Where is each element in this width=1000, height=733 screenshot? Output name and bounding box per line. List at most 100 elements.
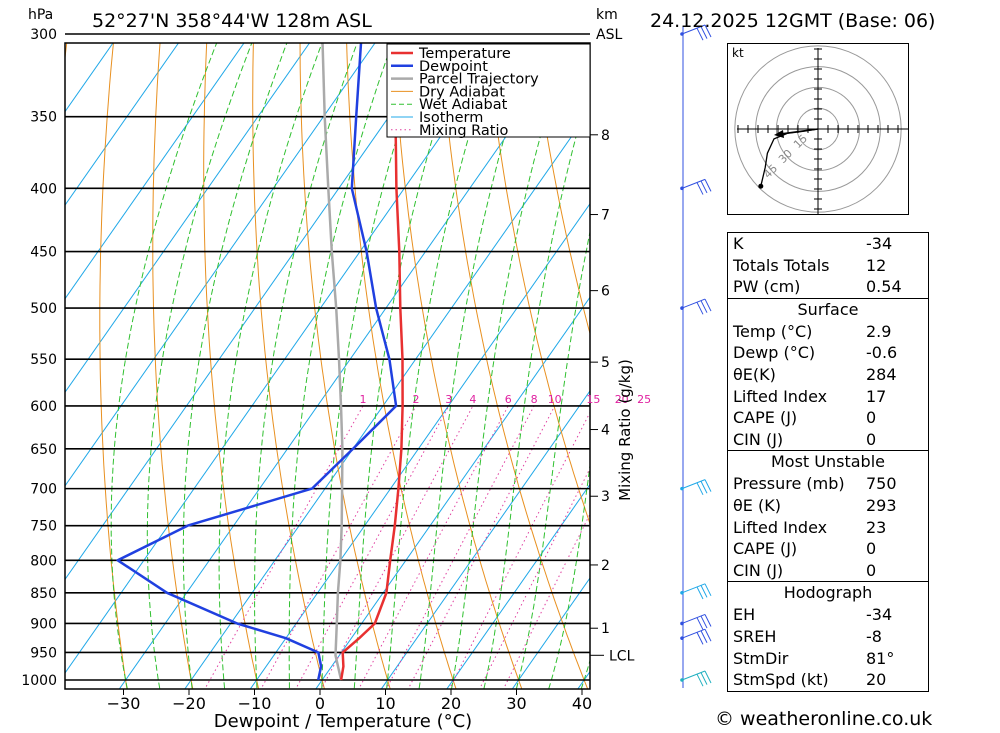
legend-label: Dewpoint xyxy=(419,59,488,75)
x-tick-label: 40 xyxy=(572,694,592,713)
index-row: CIN (J) 0 xyxy=(728,429,928,451)
index-value: 0 xyxy=(866,408,877,428)
dry-adiabat-line xyxy=(439,43,589,689)
legend-label: Mixing Ratio xyxy=(419,123,509,139)
mixing-ratio-axis-title: Mixing Ratio (g/kg) xyxy=(616,359,634,501)
isotherm-line xyxy=(65,43,245,300)
index-row: K -34 xyxy=(728,233,928,255)
wet-adiabat-line xyxy=(418,43,534,689)
hpa-label: hPa xyxy=(28,7,53,23)
index-value: 284 xyxy=(866,364,897,384)
mixing-ratio-label: 15 xyxy=(586,393,600,406)
index-name: Temp (°C) xyxy=(733,321,813,341)
wet-adiabat-line xyxy=(386,43,499,689)
dry-adiabat-line xyxy=(203,43,260,689)
wet-adiabat-line xyxy=(548,461,590,689)
index-row: θE (K) 293 xyxy=(728,495,928,517)
mixing-ratio-line xyxy=(502,512,590,689)
index-name: CAPE (J) xyxy=(733,408,798,428)
wet-adiabat-line xyxy=(253,43,358,689)
index-row: Totals Totals 12 xyxy=(728,255,928,277)
index-name: CIN (J) xyxy=(733,560,784,580)
legend-label: Dry Adiabat xyxy=(419,84,505,100)
hodograph-unit-label: kt xyxy=(732,46,744,60)
index-value: -34 xyxy=(866,605,893,625)
x-tick-label: 20 xyxy=(441,694,461,713)
wind-barb xyxy=(680,628,712,645)
wet-adiabat-line xyxy=(218,43,323,689)
dry-adiabat-line xyxy=(486,43,590,526)
isotherm-line xyxy=(65,43,180,207)
x-tick-label: −20 xyxy=(172,694,206,713)
x-tick-label: 30 xyxy=(506,694,526,713)
wind-barb xyxy=(680,614,712,630)
index-row: Temp (°C) 2.9 xyxy=(728,321,928,343)
x-tick-label: 10 xyxy=(375,694,395,713)
top-indices: K -34 Totals Totals 12 PW (cm) 0.54 xyxy=(728,233,928,298)
pressure-gridlines xyxy=(65,33,590,681)
lcl-label: LCL xyxy=(609,648,635,664)
x-tick-label: −30 xyxy=(107,694,141,713)
most-unstable-header: Most Unstable xyxy=(728,450,928,473)
index-name: EH xyxy=(733,605,756,625)
hodograph-header: Hodograph xyxy=(728,581,928,604)
index-row: Pressure (mb) 750 xyxy=(728,473,928,495)
most-unstable-indices: Pressure (mb) 750 θE (K) 293 Lifted Index 23 C… xyxy=(728,473,928,581)
surface-header: Surface xyxy=(728,297,928,321)
pressure-tick-label: 550 xyxy=(30,352,57,368)
location-title: 52°27'N 358°44'W 128m ASL xyxy=(92,10,372,32)
index-value: 12 xyxy=(866,255,887,275)
pressure-tick-label: 850 xyxy=(30,586,57,602)
index-row: Dewp (°C) -0.6 xyxy=(728,342,928,364)
wet-adiabat-line xyxy=(288,43,393,689)
wet-adiabat-line xyxy=(146,43,253,689)
isotherm-line xyxy=(511,577,590,689)
mixing-ratio-label: 20 xyxy=(615,393,629,406)
dry-adiabat-line xyxy=(299,43,391,689)
pressure-tick-label: 700 xyxy=(30,482,57,498)
profiles xyxy=(116,43,404,681)
pressure-tick-label: 600 xyxy=(30,399,57,415)
wet-adiabat-line xyxy=(182,43,288,689)
pressure-tick-label: 300 xyxy=(30,27,57,43)
pressure-tick-label: 800 xyxy=(30,553,57,569)
isotherm-line xyxy=(65,43,376,487)
index-row: StmDir 81° xyxy=(728,648,928,670)
index-value: -34 xyxy=(866,234,893,253)
legend-label: Parcel Trajectory xyxy=(419,72,539,88)
index-name: Lifted Index xyxy=(733,386,828,406)
km-tick-label: 2 xyxy=(601,558,610,574)
index-name: θE (K) xyxy=(733,495,781,515)
mixing-ratio-label: 8 xyxy=(531,393,538,406)
index-row: CIN (J) 0 xyxy=(728,560,928,582)
index-value: 293 xyxy=(866,495,897,515)
dry-adiabat-line xyxy=(252,43,325,689)
hodograph-indices: EH -34 SREH -8 StmDir 81° StmSpd (kt) 20 xyxy=(728,604,928,690)
mixing-ratio-label: 2 xyxy=(413,393,420,406)
pressure-tick-label: 1000 xyxy=(21,673,57,689)
index-name: CAPE (J) xyxy=(733,539,798,559)
pressure-tick-label: 750 xyxy=(30,519,57,535)
pressure-tick-label: 950 xyxy=(30,645,57,661)
parcel-trajectory-line xyxy=(321,43,344,681)
dry-adiabat-line xyxy=(99,43,128,689)
index-name: SREH xyxy=(733,626,777,646)
index-row: SREH -8 xyxy=(728,626,928,648)
km-tick-label: 7 xyxy=(601,208,610,224)
wet-adiabat-line xyxy=(515,229,590,689)
mixing-ratio-line xyxy=(295,405,450,689)
mixing-ratio-label: 25 xyxy=(637,393,651,406)
mixing-ratio-line xyxy=(479,467,590,689)
mixing-ratio-line xyxy=(204,405,364,689)
pressure-tick-label: 900 xyxy=(30,616,57,632)
wind-barbs xyxy=(680,24,712,688)
wet-adiabat-line xyxy=(353,43,463,689)
mixing-ratio-label: 6 xyxy=(505,393,512,406)
index-value: 81° xyxy=(866,648,895,668)
x-tick-label: −10 xyxy=(238,694,272,713)
wet-adiabat-line xyxy=(321,43,428,689)
wind-barb xyxy=(680,479,712,496)
